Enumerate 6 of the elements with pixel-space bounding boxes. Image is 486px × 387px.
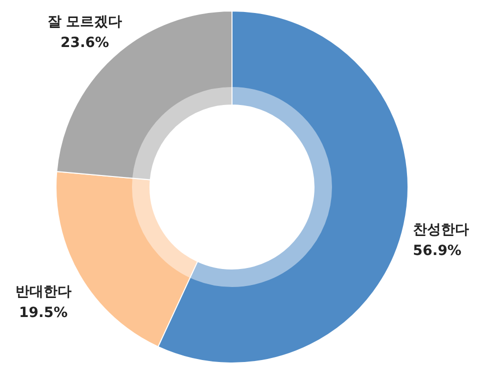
slice-label: 반대한다 <box>15 284 72 300</box>
data-label: 56.9% <box>412 242 462 259</box>
slice-label: 잘 모르겠다 <box>47 14 122 30</box>
data-label: 23.6% <box>60 35 110 52</box>
data-label: 19.5% <box>19 305 68 322</box>
slice-label: 찬성한다 <box>412 222 469 238</box>
